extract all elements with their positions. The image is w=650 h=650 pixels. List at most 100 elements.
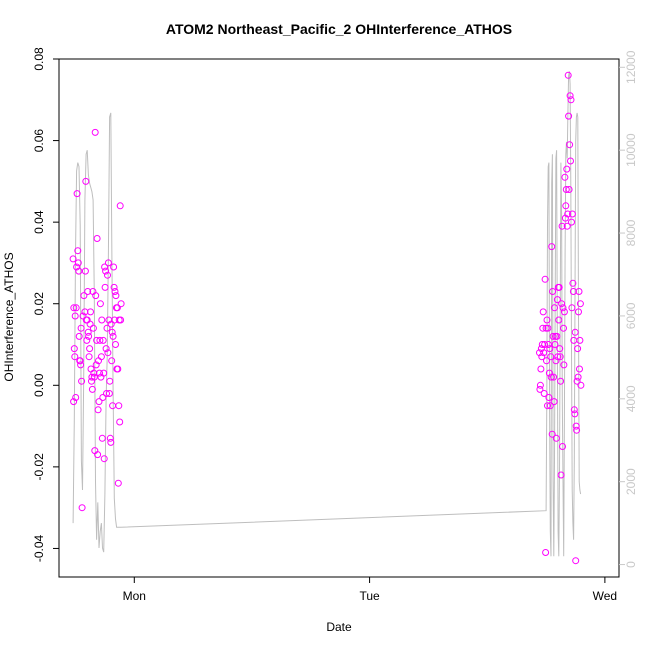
data-point — [546, 345, 554, 353]
data-point — [558, 300, 566, 308]
data-point — [553, 332, 561, 340]
data-point — [539, 324, 547, 332]
data-point — [561, 214, 569, 222]
data-point — [77, 361, 85, 369]
data-point — [576, 336, 584, 344]
data-point — [96, 369, 103, 377]
data-point — [74, 247, 82, 255]
data-point — [109, 402, 117, 410]
data-point — [565, 112, 573, 120]
data-point — [103, 390, 110, 397]
data-point — [70, 345, 78, 353]
data-point — [105, 390, 113, 397]
data-point — [563, 165, 571, 173]
data-point — [71, 312, 79, 320]
left-y-tick-label: 0.00 — [32, 373, 46, 397]
data-point — [568, 210, 576, 218]
data-point — [567, 96, 575, 104]
data-point — [547, 353, 555, 361]
data-point — [72, 304, 80, 312]
x-axis: Mon Tue Wed — [123, 577, 617, 603]
data-point — [74, 259, 82, 267]
data-point — [102, 267, 110, 275]
data-point — [551, 341, 559, 348]
data-point — [99, 394, 107, 401]
data-point — [549, 288, 557, 295]
data-point — [576, 300, 584, 308]
data-point — [571, 328, 579, 336]
data-point — [560, 324, 567, 332]
data-point — [98, 316, 106, 324]
data-point — [94, 406, 102, 414]
data-point — [78, 504, 86, 512]
data-point — [576, 365, 583, 373]
series-points-layer — [69, 71, 585, 565]
data-point — [537, 365, 545, 373]
data-point — [93, 336, 101, 344]
data-point — [76, 357, 84, 365]
data-point — [114, 479, 122, 487]
data-point — [574, 345, 582, 353]
x-axis-label: Date — [326, 620, 352, 634]
data-point — [106, 434, 114, 442]
right-y-tick-label: 0 — [624, 561, 638, 568]
data-point — [570, 406, 578, 414]
data-point — [573, 377, 581, 385]
data-point — [84, 288, 92, 295]
data-point — [70, 304, 78, 312]
data-point — [557, 471, 565, 479]
data-point — [536, 349, 543, 357]
data-point — [556, 345, 564, 353]
data-point — [95, 398, 103, 406]
data-point — [80, 292, 88, 300]
data-point — [562, 186, 570, 193]
series-line-layer — [72, 71, 582, 557]
data-point — [565, 186, 573, 193]
data-point — [96, 336, 104, 344]
data-point — [96, 300, 104, 308]
data-point — [78, 377, 86, 385]
data-point — [568, 218, 575, 226]
data-point — [112, 341, 119, 348]
data-point — [102, 345, 110, 353]
data-point — [116, 418, 124, 426]
data-point — [545, 394, 553, 401]
data-point — [572, 557, 580, 565]
chart-title: ATOM2 Northeast_Pacific_2 OHInterference… — [166, 21, 512, 37]
data-point — [536, 385, 544, 393]
data-point — [540, 349, 548, 357]
data-point — [562, 202, 570, 210]
data-point — [104, 259, 112, 267]
data-point — [116, 202, 124, 210]
data-point — [107, 438, 115, 446]
data-point — [88, 373, 96, 381]
data-point — [73, 263, 81, 271]
data-point — [117, 316, 125, 324]
data-point — [556, 353, 564, 361]
data-point — [546, 402, 554, 410]
data-point — [73, 190, 81, 198]
data-point — [99, 336, 107, 344]
x-tick-label: Mon — [123, 589, 146, 603]
data-point — [569, 279, 577, 287]
data-point — [545, 369, 553, 377]
right-y-tick-label: 8000 — [624, 219, 638, 246]
data-point — [75, 332, 83, 340]
data-point — [89, 324, 97, 332]
data-point — [77, 324, 85, 332]
data-point — [86, 345, 94, 353]
data-point — [103, 324, 111, 332]
data-point — [85, 332, 93, 340]
data-point — [69, 255, 77, 263]
data-point — [543, 357, 550, 365]
data-point — [538, 353, 546, 361]
right-y-axis: 0 2000 4000 6000 8000 10000 12000 — [619, 50, 638, 568]
data-point — [90, 373, 98, 381]
data-point — [555, 283, 563, 291]
data-point — [98, 434, 106, 442]
data-point — [560, 361, 568, 369]
data-point — [108, 328, 116, 336]
data-point — [567, 157, 574, 165]
data-point — [542, 549, 550, 556]
